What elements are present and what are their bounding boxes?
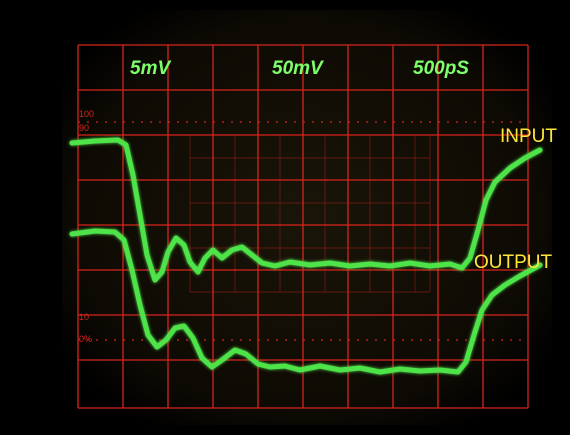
- volts-per-div-ch1: 5mV: [130, 58, 171, 79]
- scale-label: 10: [79, 312, 89, 322]
- volts-per-div-ch2: 50mV: [272, 58, 324, 79]
- output-label: OUTPUT: [474, 252, 553, 273]
- scale-label: 100: [79, 109, 94, 119]
- input-trace: [69, 137, 543, 283]
- graticule: [77, 44, 529, 409]
- time-per-div: 500pS: [413, 58, 469, 79]
- scale-label: 0%: [79, 334, 92, 344]
- crt-screen: [62, 10, 552, 425]
- input-label: INPUT: [500, 126, 557, 147]
- reference-lines: [78, 121, 528, 341]
- scale-label: 90: [79, 123, 89, 133]
- output-trace: [69, 228, 543, 375]
